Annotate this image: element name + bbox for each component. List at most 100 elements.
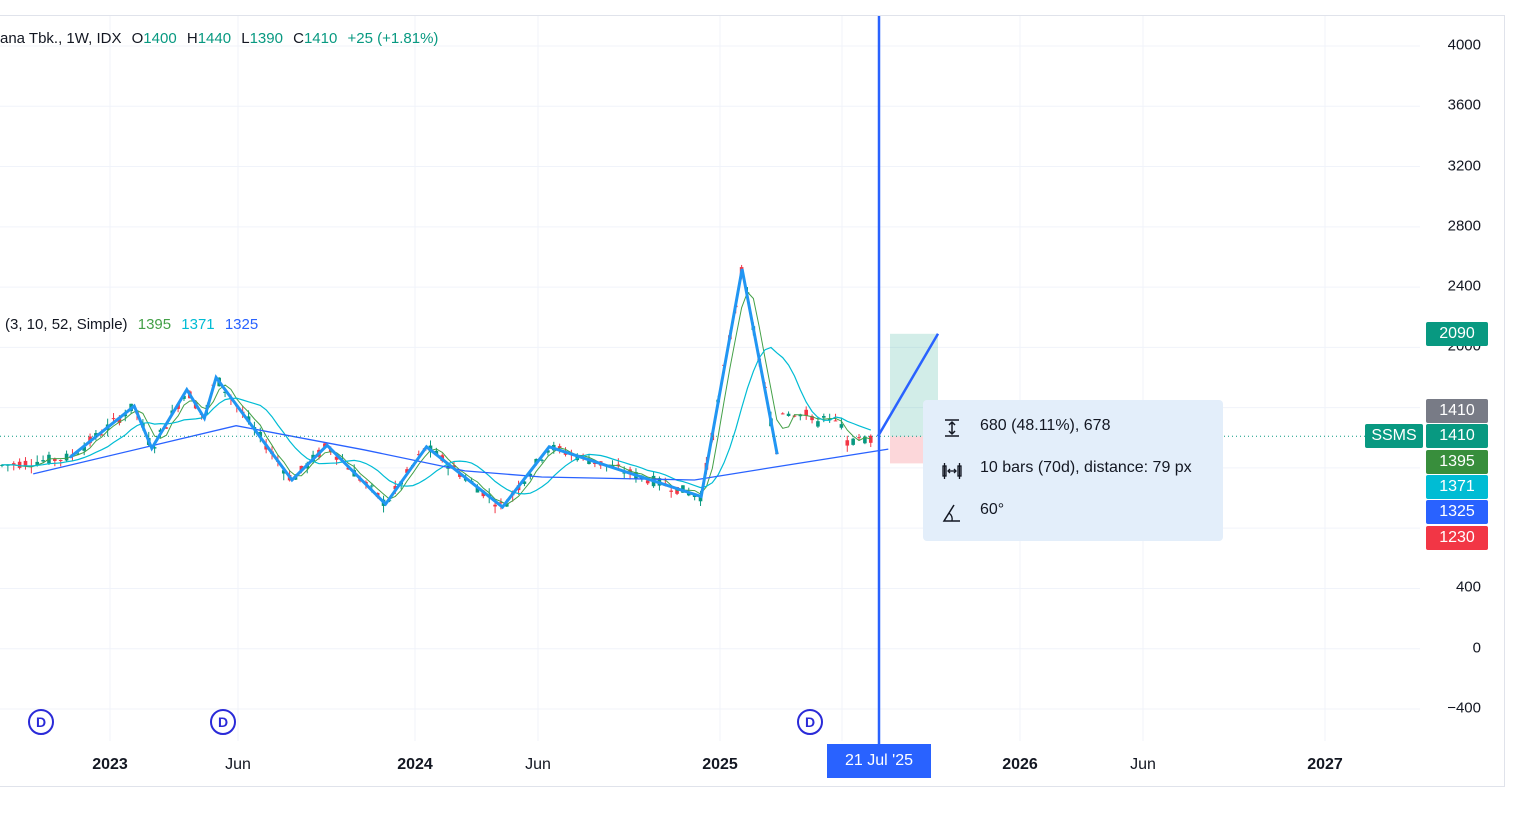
candle-body xyxy=(804,409,808,416)
price-range-icon xyxy=(945,419,959,437)
dividend-marker[interactable]: D xyxy=(210,709,236,735)
y-tick: 4000 xyxy=(1447,36,1481,54)
ma-fast-value: 1395 xyxy=(137,316,172,333)
ma-mid-line xyxy=(1,346,872,495)
dividend-marker[interactable]: D xyxy=(28,709,54,735)
candle-body xyxy=(23,460,28,467)
ohlc-low: L1390 xyxy=(241,30,283,47)
symbol-title: ana Tbk., 1W, IDX xyxy=(0,30,122,47)
ma-legend[interactable]: (3, 10, 52, Simple) 1395 1371 1325 xyxy=(5,316,264,333)
cursor-date-badge: 21 Jul '25 xyxy=(827,744,931,778)
candle-body xyxy=(117,417,122,423)
candle-body xyxy=(792,415,797,417)
candle-body xyxy=(534,458,538,464)
candle-body xyxy=(152,447,157,449)
candle-body xyxy=(528,473,533,476)
dividend-marker[interactable]: D xyxy=(797,709,823,735)
candle-body xyxy=(698,495,703,502)
candle-body xyxy=(182,395,186,399)
ma-fast-tag: 1395 xyxy=(1426,450,1488,474)
stop-price-tag: 1230 xyxy=(1426,526,1488,550)
candle-body xyxy=(475,487,480,493)
price-plot[interactable] xyxy=(0,16,1504,786)
candle-body xyxy=(522,481,527,484)
candle-body xyxy=(0,464,4,466)
candle-body xyxy=(786,413,791,416)
y-tick: 3200 xyxy=(1447,157,1481,175)
candle-body xyxy=(593,462,597,465)
ma-slow-value: 1325 xyxy=(224,316,259,333)
candle-body xyxy=(645,480,650,484)
target-price-tag: 2090 xyxy=(1426,322,1488,346)
candle-body xyxy=(557,446,562,449)
candle-body xyxy=(493,504,497,507)
candle-body xyxy=(868,435,873,443)
candle-body xyxy=(827,418,832,421)
candle-body xyxy=(53,458,57,461)
y-tick: 3600 xyxy=(1447,96,1481,114)
x-tick: Jun xyxy=(225,756,251,773)
measure-bars-text: 10 bars (70d), distance: 79 px xyxy=(980,459,1192,476)
y-tick: 400 xyxy=(1455,578,1481,596)
candle-body xyxy=(41,460,45,462)
candle-body xyxy=(416,454,421,456)
candle-body xyxy=(99,434,104,436)
x-tick: 2027 xyxy=(1307,756,1343,773)
last-price-tag: 1410 xyxy=(1426,424,1488,448)
ohlc-open: O1400 xyxy=(131,30,177,47)
candle-body xyxy=(816,421,820,427)
zigzag-line xyxy=(68,268,779,510)
candle-body xyxy=(35,461,40,466)
candle-body xyxy=(857,437,861,439)
candle-body xyxy=(258,431,263,437)
candle-body xyxy=(370,485,374,487)
x-tick: 2023 xyxy=(92,756,128,773)
price-change: +25 (+1.81%) xyxy=(347,30,439,47)
crosshair-price-tag: 1410 xyxy=(1426,399,1488,423)
ohlc-high: H1440 xyxy=(186,30,232,47)
candle-body xyxy=(223,391,227,393)
candle-body xyxy=(587,460,591,465)
candle-body xyxy=(281,470,286,474)
chart-frame[interactable] xyxy=(0,15,1505,787)
measure-angle-text: 60° xyxy=(980,501,1005,518)
x-tick: 2026 xyxy=(1002,756,1038,773)
candle-body xyxy=(452,465,456,468)
ma-params: (3, 10, 52, Simple) xyxy=(5,316,128,333)
y-tick: 0 xyxy=(1472,639,1481,657)
candle-body xyxy=(499,502,503,504)
measure-tooltip: 680 (48.11%), 678 10 bars (70d), distanc… xyxy=(923,400,1223,541)
candle-body xyxy=(405,469,409,473)
x-tick: Jun xyxy=(525,756,551,773)
candle-body xyxy=(393,486,398,490)
candle-body xyxy=(540,459,544,461)
candle-body xyxy=(17,461,22,468)
x-tick: 2024 xyxy=(397,756,433,773)
x-tick: Jun xyxy=(1130,756,1156,773)
candle-body xyxy=(58,460,63,462)
bars-range-icon xyxy=(942,463,962,479)
candle-body xyxy=(82,446,86,451)
ma-mid-value: 1371 xyxy=(181,316,215,333)
y-tick: 2400 xyxy=(1447,277,1481,295)
candle-body xyxy=(669,490,673,492)
candle-body xyxy=(123,414,128,417)
candle-body xyxy=(822,416,826,418)
candle-body xyxy=(546,450,550,453)
candle-body xyxy=(505,503,509,507)
ma-slow-line xyxy=(33,425,889,481)
candle-body xyxy=(851,438,855,445)
candle-body xyxy=(299,465,304,471)
symbol-tag: SSMS xyxy=(1365,424,1423,448)
candle-body xyxy=(622,472,627,474)
candle-body xyxy=(323,443,327,447)
ma-slow-tag: 1325 xyxy=(1426,500,1488,524)
candle-body xyxy=(111,418,116,420)
candle-body xyxy=(810,416,814,421)
angle-icon xyxy=(942,504,960,522)
candle-body xyxy=(780,413,785,415)
candle-body xyxy=(11,463,16,466)
candle-body xyxy=(164,427,169,429)
candle-body xyxy=(458,473,462,477)
candle-body xyxy=(845,440,850,446)
